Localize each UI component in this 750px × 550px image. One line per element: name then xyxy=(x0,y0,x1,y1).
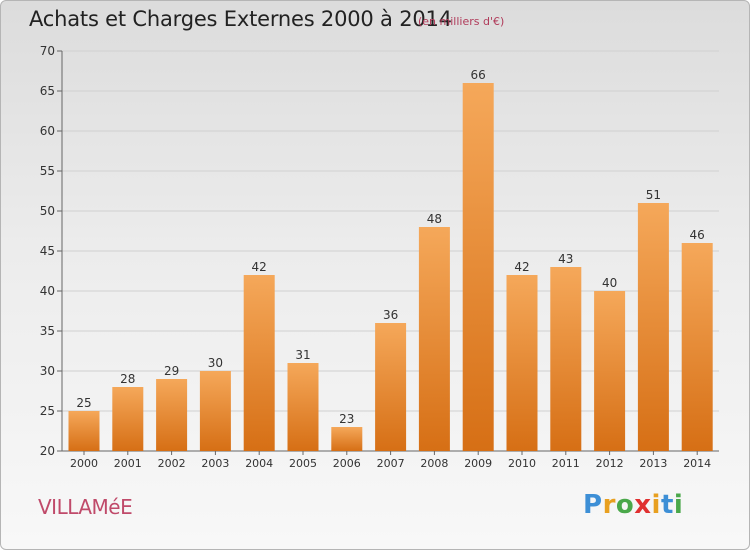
bar xyxy=(681,243,713,451)
x-tick-label: 2006 xyxy=(333,457,361,470)
bar-value-label: 46 xyxy=(690,228,705,242)
x-tick-label: 2008 xyxy=(420,457,448,470)
x-tick-label: 2012 xyxy=(596,457,624,470)
bar-value-label: 29 xyxy=(164,364,179,378)
bar xyxy=(375,323,407,451)
y-tick-label: 20 xyxy=(40,444,55,458)
bar-value-label: 30 xyxy=(208,356,223,370)
x-tick-label: 2004 xyxy=(245,457,273,470)
logo-letter: i xyxy=(651,490,661,520)
y-tick-label: 50 xyxy=(40,204,55,218)
chart-title: Achats et Charges Externes 2000 à 2014 xyxy=(29,7,452,31)
bar xyxy=(287,363,319,451)
x-tick-label: 2000 xyxy=(70,457,98,470)
y-tick-label: 25 xyxy=(40,404,55,418)
y-tick-label: 45 xyxy=(40,244,55,258)
x-tick-label: 2003 xyxy=(201,457,229,470)
bar xyxy=(199,371,231,451)
commune-name: VILLAMéE xyxy=(38,495,133,519)
bar xyxy=(68,411,100,451)
y-tick-label: 35 xyxy=(40,324,55,338)
logo-letter: P xyxy=(583,490,603,520)
y-tick-label: 55 xyxy=(40,164,55,178)
bar-value-label: 25 xyxy=(76,396,91,410)
bar xyxy=(637,203,669,451)
bar xyxy=(418,227,450,451)
x-tick-label: 2009 xyxy=(464,457,492,470)
bar-value-label: 36 xyxy=(383,308,398,322)
bar-value-label: 23 xyxy=(339,412,354,426)
bar xyxy=(331,427,363,451)
y-tick-label: 30 xyxy=(40,364,55,378)
bar-value-label: 28 xyxy=(120,372,135,386)
x-tick-label: 2005 xyxy=(289,457,317,470)
y-tick-label: 70 xyxy=(40,44,55,58)
x-tick-label: 2011 xyxy=(552,457,580,470)
bar-value-label: 42 xyxy=(514,260,529,274)
bar xyxy=(112,387,144,451)
bar-value-label: 66 xyxy=(471,68,486,82)
bar xyxy=(550,267,582,451)
bar-value-label: 51 xyxy=(646,188,661,202)
bar-value-label: 40 xyxy=(602,276,617,290)
x-tick-label: 2014 xyxy=(683,457,711,470)
logo-letter: t xyxy=(660,490,674,520)
x-tick-label: 2007 xyxy=(377,457,405,470)
bar xyxy=(594,291,626,451)
bar-value-label: 42 xyxy=(252,260,267,274)
x-tick-label: 2002 xyxy=(158,457,186,470)
logo-letter: r xyxy=(602,490,616,520)
logo-letter: x xyxy=(634,490,652,520)
logo-letter: i xyxy=(673,490,684,520)
x-tick-label: 2013 xyxy=(639,457,667,470)
y-tick-label: 40 xyxy=(40,284,55,298)
bar xyxy=(156,379,188,451)
x-tick-label: 2010 xyxy=(508,457,536,470)
logo-letter: o xyxy=(615,490,635,520)
bar-value-label: 43 xyxy=(558,252,573,266)
bar xyxy=(243,275,275,451)
chart-subtitle: (en milliers d'€) xyxy=(418,15,505,28)
bar xyxy=(506,275,538,451)
y-tick-label: 65 xyxy=(40,84,55,98)
x-tick-label: 2001 xyxy=(114,457,142,470)
bar xyxy=(462,83,494,451)
y-tick-label: 60 xyxy=(40,124,55,138)
bar-value-label: 48 xyxy=(427,212,442,226)
bar-value-label: 31 xyxy=(295,348,310,362)
proxiti-logo: Proxiti xyxy=(583,490,683,520)
